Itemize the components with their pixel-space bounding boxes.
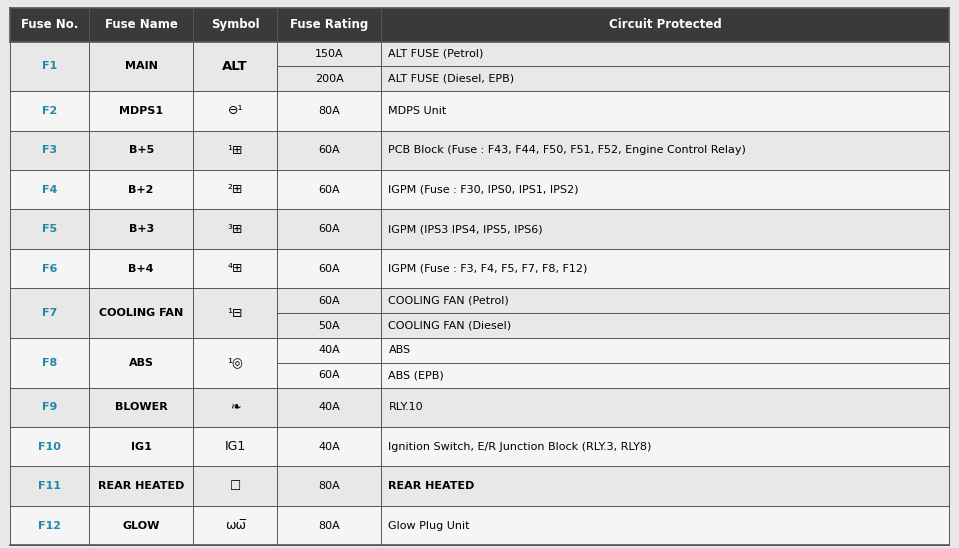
- Bar: [10, 249, 949, 288]
- Text: ωω̅: ωω̅: [224, 519, 246, 532]
- Text: ABS (EPB): ABS (EPB): [388, 370, 444, 380]
- Text: 60A: 60A: [318, 370, 339, 380]
- Text: Fuse Rating: Fuse Rating: [290, 19, 368, 31]
- Text: COOLING FAN (Diesel): COOLING FAN (Diesel): [388, 321, 511, 330]
- Text: F8: F8: [42, 358, 58, 368]
- Text: ¹⊞: ¹⊞: [227, 144, 243, 157]
- Text: 200A: 200A: [315, 74, 343, 84]
- Text: ❧: ❧: [230, 401, 241, 414]
- Text: RLY.10: RLY.10: [388, 402, 423, 412]
- Text: B+3: B+3: [129, 224, 153, 234]
- Text: Fuse Name: Fuse Name: [105, 19, 177, 31]
- Text: Fuse No.: Fuse No.: [21, 19, 79, 31]
- Text: IG1: IG1: [224, 440, 246, 453]
- Text: F12: F12: [38, 521, 61, 530]
- Text: F9: F9: [42, 402, 58, 412]
- Text: Glow Plug Unit: Glow Plug Unit: [388, 521, 470, 530]
- Bar: [10, 466, 949, 506]
- Text: ⊖¹: ⊖¹: [227, 104, 243, 117]
- Bar: [10, 506, 949, 545]
- Bar: [10, 338, 949, 387]
- Text: 60A: 60A: [318, 185, 339, 195]
- Text: 60A: 60A: [318, 296, 339, 306]
- Text: 60A: 60A: [318, 264, 339, 273]
- Text: REAR HEATED: REAR HEATED: [388, 481, 475, 491]
- Text: F7: F7: [42, 308, 58, 318]
- Text: IGPM (IPS3 IPS4, IPS5, IPS6): IGPM (IPS3 IPS4, IPS5, IPS6): [388, 224, 543, 234]
- Text: B+5: B+5: [129, 145, 153, 155]
- Text: MDPS1: MDPS1: [119, 106, 163, 116]
- Bar: [10, 427, 949, 466]
- Bar: [10, 288, 949, 338]
- Text: ☐: ☐: [229, 480, 241, 493]
- Bar: [10, 170, 949, 209]
- Text: ABS: ABS: [388, 345, 410, 355]
- Text: ¹⊟: ¹⊟: [227, 306, 243, 319]
- Bar: [10, 130, 949, 170]
- Text: GLOW: GLOW: [123, 521, 160, 530]
- Text: B+4: B+4: [129, 264, 153, 273]
- Text: F10: F10: [38, 442, 61, 452]
- Text: 80A: 80A: [318, 106, 340, 116]
- Text: F6: F6: [42, 264, 58, 273]
- Text: F1: F1: [42, 61, 58, 71]
- Text: 60A: 60A: [318, 145, 339, 155]
- Text: ²⊞: ²⊞: [227, 183, 243, 196]
- Text: F4: F4: [42, 185, 58, 195]
- Text: F3: F3: [42, 145, 58, 155]
- Text: 80A: 80A: [318, 521, 340, 530]
- Text: F5: F5: [42, 224, 58, 234]
- Text: Symbol: Symbol: [211, 19, 260, 31]
- Text: ¹◎: ¹◎: [227, 356, 243, 369]
- Text: F11: F11: [38, 481, 61, 491]
- Text: IGPM (Fuse : F30, IPS0, IPS1, IPS2): IGPM (Fuse : F30, IPS0, IPS1, IPS2): [388, 185, 579, 195]
- Bar: [10, 91, 949, 130]
- Text: 50A: 50A: [318, 321, 339, 330]
- Text: COOLING FAN: COOLING FAN: [99, 308, 183, 318]
- Text: ABS: ABS: [129, 358, 153, 368]
- Text: F2: F2: [42, 106, 58, 116]
- Text: 40A: 40A: [318, 442, 340, 452]
- Text: Circuit Protected: Circuit Protected: [609, 19, 721, 31]
- Text: 80A: 80A: [318, 481, 340, 491]
- Text: ALT: ALT: [222, 60, 248, 73]
- Text: ALT FUSE (Petrol): ALT FUSE (Petrol): [388, 49, 484, 59]
- Text: Ignition Switch, E/R Junction Block (RLY.3, RLY8): Ignition Switch, E/R Junction Block (RLY…: [388, 442, 652, 452]
- Bar: [10, 42, 949, 91]
- Bar: [10, 209, 949, 249]
- Text: ⁴⊞: ⁴⊞: [227, 262, 243, 275]
- Text: 150A: 150A: [315, 49, 343, 59]
- Text: IG1: IG1: [130, 442, 152, 452]
- Text: REAR HEATED: REAR HEATED: [98, 481, 184, 491]
- Text: PCB Block (Fuse : F43, F44, F50, F51, F52, Engine Control Relay): PCB Block (Fuse : F43, F44, F50, F51, F5…: [388, 145, 746, 155]
- Text: ALT FUSE (Diesel, EPB): ALT FUSE (Diesel, EPB): [388, 74, 515, 84]
- Text: 40A: 40A: [318, 402, 340, 412]
- Text: ³⊞: ³⊞: [227, 222, 243, 236]
- Bar: [10, 387, 949, 427]
- Bar: [10, 8, 949, 42]
- Text: B+2: B+2: [129, 185, 153, 195]
- Text: MDPS Unit: MDPS Unit: [388, 106, 447, 116]
- Text: IGPM (Fuse : F3, F4, F5, F7, F8, F12): IGPM (Fuse : F3, F4, F5, F7, F8, F12): [388, 264, 588, 273]
- Text: 40A: 40A: [318, 345, 340, 355]
- Text: MAIN: MAIN: [125, 61, 157, 71]
- Text: 60A: 60A: [318, 224, 339, 234]
- Text: BLOWER: BLOWER: [115, 402, 168, 412]
- Text: COOLING FAN (Petrol): COOLING FAN (Petrol): [388, 296, 509, 306]
